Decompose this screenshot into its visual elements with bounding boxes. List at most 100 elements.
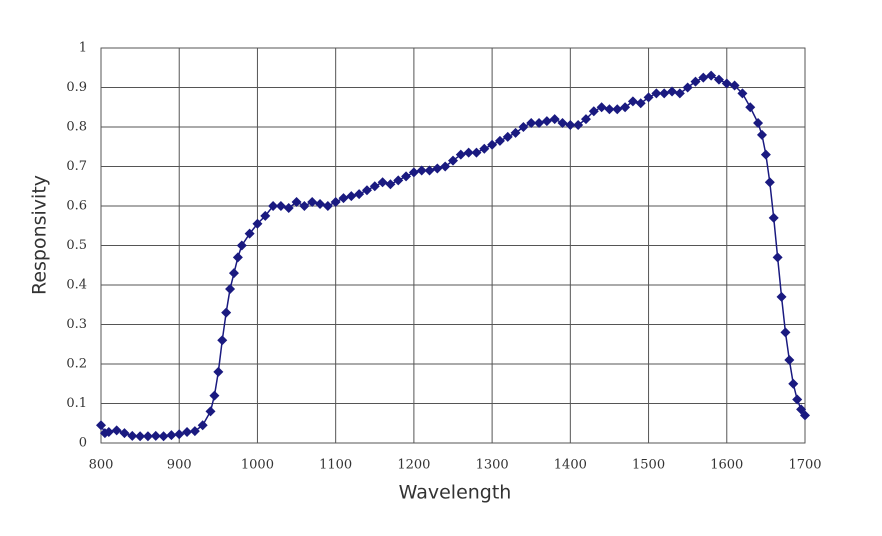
data-point	[588, 106, 599, 117]
data-point	[369, 181, 380, 192]
data-point	[502, 131, 513, 142]
data-point	[416, 165, 427, 176]
data-point	[346, 191, 357, 202]
data-point	[682, 82, 693, 93]
data-point	[713, 74, 724, 85]
data-point	[338, 193, 349, 204]
data-point	[698, 72, 709, 83]
y-tick-label: 0.8	[66, 120, 87, 135]
data-point	[541, 116, 552, 127]
data-point	[764, 177, 775, 188]
data-point	[330, 197, 341, 208]
data-point	[213, 366, 224, 377]
data-point	[252, 218, 263, 229]
x-tick-label: 1000	[241, 458, 274, 473]
data-point	[620, 102, 631, 113]
x-tick-label: 1200	[397, 458, 430, 473]
data-point	[729, 80, 740, 91]
data-point	[127, 430, 138, 441]
data-point	[401, 171, 412, 182]
data-point	[377, 177, 388, 188]
data-point	[800, 410, 810, 421]
y-tick-label: 0.2	[66, 357, 87, 372]
data-point	[385, 179, 396, 190]
x-tick-label: 900	[167, 458, 192, 473]
data-point	[788, 378, 799, 389]
data-point	[119, 428, 130, 439]
y-tick-label: 1	[79, 41, 87, 56]
y-tick-label: 0	[79, 436, 87, 451]
data-point	[307, 197, 318, 208]
data-point	[361, 185, 372, 196]
data-point	[142, 431, 153, 442]
data-point	[393, 175, 404, 186]
x-tick-label: 1400	[554, 458, 587, 473]
y-tick-label: 0.6	[66, 199, 87, 214]
data-point	[690, 76, 701, 87]
data-point	[217, 335, 228, 346]
data-point	[455, 149, 466, 160]
data-point	[315, 199, 326, 210]
data-point	[627, 96, 638, 107]
data-point	[580, 114, 591, 125]
data-point	[792, 394, 803, 405]
data-point	[768, 212, 779, 223]
data-point	[596, 102, 607, 113]
y-tick-label: 0.5	[66, 238, 87, 253]
data-point	[182, 426, 193, 437]
data-point	[244, 228, 255, 239]
x-tick-label: 1100	[319, 458, 352, 473]
data-point	[643, 92, 654, 103]
data-point	[166, 430, 177, 441]
data-point	[557, 118, 568, 129]
data-point	[408, 167, 419, 178]
data-point	[299, 201, 310, 211]
x-tick-label: 1700	[788, 458, 821, 473]
y-tick-label: 0.1	[66, 396, 87, 411]
data-point	[463, 147, 474, 158]
data-point	[268, 201, 279, 211]
data-point	[510, 127, 521, 138]
data-point	[471, 147, 482, 158]
y-tick-label: 0.7	[66, 159, 87, 174]
data-point	[565, 120, 576, 131]
data-point	[135, 431, 146, 442]
data-point	[275, 201, 286, 211]
data-point	[150, 430, 161, 441]
data-point	[651, 88, 662, 99]
x-tick-label: 1300	[476, 458, 509, 473]
data-point	[612, 104, 623, 115]
data-point	[322, 201, 333, 211]
y-tick-label: 0.9	[66, 80, 87, 95]
data-point	[225, 283, 236, 294]
data-point	[221, 307, 232, 318]
data-point	[158, 431, 169, 442]
data-point	[635, 98, 646, 109]
y-tick-label: 0.3	[66, 317, 87, 332]
data-point	[487, 139, 498, 150]
data-point	[674, 88, 685, 99]
data-point	[494, 135, 505, 146]
x-tick-label: 1600	[710, 458, 743, 473]
data-point	[440, 161, 451, 172]
data-point	[283, 202, 294, 213]
data-point	[721, 78, 732, 89]
data-point	[780, 327, 791, 338]
data-point	[784, 355, 795, 366]
data-point	[103, 426, 114, 437]
data-point	[776, 291, 787, 302]
data-point	[205, 406, 216, 417]
data-point	[760, 149, 771, 160]
data-point	[479, 143, 490, 154]
data-point	[604, 104, 615, 115]
data-point	[111, 425, 122, 436]
data-point	[260, 210, 271, 221]
x-tick-label: 800	[89, 458, 114, 473]
data-point	[772, 252, 783, 263]
data-point	[189, 426, 200, 437]
data-point	[209, 390, 220, 401]
data-point	[753, 118, 764, 129]
data-point	[197, 420, 208, 431]
data-point	[756, 129, 767, 140]
